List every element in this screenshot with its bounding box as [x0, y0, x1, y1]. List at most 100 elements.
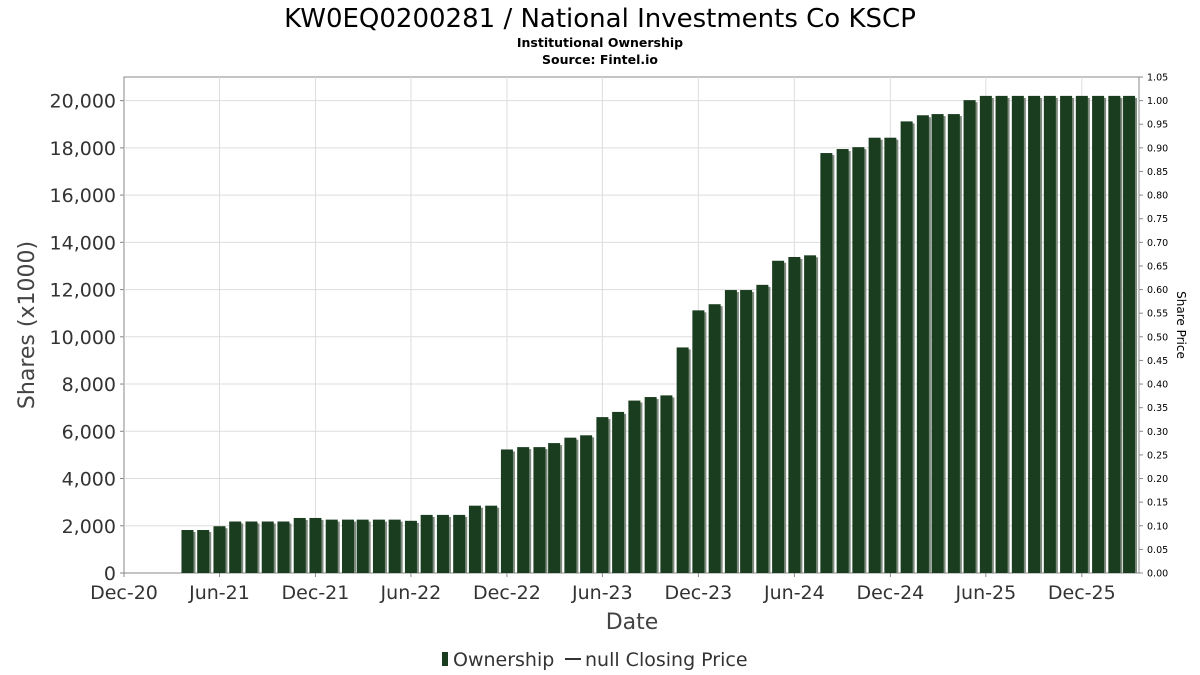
ownership-bar [788, 256, 801, 573]
y-tick-label: 2,000 [62, 516, 116, 538]
ownership-bar [1043, 95, 1056, 574]
ownership-bar [1011, 95, 1024, 574]
ownership-bar [181, 530, 194, 573]
x-tick-label: Jun-24 [763, 582, 825, 604]
y2-tick-label: 0.15 [1147, 498, 1168, 509]
ownership-bar [580, 435, 593, 573]
y2-tick-label: 0.20 [1147, 474, 1168, 485]
ownership-bar [1060, 95, 1073, 574]
y2-tick-label: 0.35 [1147, 403, 1168, 414]
ownership-bar [356, 519, 369, 573]
ownership-bar [197, 530, 210, 573]
ownership-bar [453, 514, 466, 573]
y-tick-label: 16,000 [50, 185, 116, 207]
ownership-bar [724, 290, 737, 573]
y2-axis-label: Share Price [1174, 291, 1188, 359]
ownership-bar [692, 310, 705, 573]
legend-ownership-label: Ownership [453, 649, 554, 671]
y2-tick-label: 0.90 [1147, 143, 1168, 154]
ownership-bar [1123, 95, 1136, 574]
y2-tick-label: 0.60 [1147, 285, 1168, 296]
y-tick-label: 0 [104, 563, 116, 585]
ownership-bar [485, 505, 498, 573]
ownership-bar [772, 260, 785, 573]
y2-tick-label: 1.05 [1147, 73, 1168, 84]
x-tick-label: Jun-22 [380, 582, 442, 604]
y2-tick-label: 0.95 [1147, 120, 1168, 131]
ownership-bar [388, 519, 401, 573]
ownership-bar [660, 395, 673, 573]
ownership-bar [612, 411, 625, 573]
ownership-bar [245, 521, 258, 573]
x-tick-label: Dec-20 [90, 582, 158, 604]
ownership-bar [341, 519, 354, 573]
ownership-bar [963, 100, 976, 573]
x-tick-label: Dec-21 [282, 582, 350, 604]
x-tick-label: Jun-23 [571, 582, 633, 604]
y-tick-label: 18,000 [50, 138, 116, 160]
ownership-bar [884, 137, 897, 573]
y2-tick-label: 0.75 [1147, 214, 1168, 225]
legend-ownership-swatch [442, 652, 448, 666]
ownership-bar [868, 137, 881, 573]
ownership-bar [548, 443, 561, 573]
y2-tick-label: 0.85 [1147, 167, 1168, 178]
ownership-bar [947, 114, 960, 573]
ownership-bar [436, 514, 449, 573]
ownership-bar [420, 514, 433, 573]
ownership-bar [644, 397, 657, 573]
ownership-bar [404, 520, 417, 573]
ownership-bar [931, 114, 944, 573]
ownership-bars [181, 95, 1138, 574]
y-tick-label: 8,000 [62, 374, 116, 396]
ownership-bar [995, 95, 1008, 574]
ownership-bar [820, 153, 833, 573]
ownership-bar [1108, 95, 1121, 574]
y2-tick-label: 1.00 [1147, 96, 1168, 107]
legend-price-label: null Closing Price [585, 649, 748, 671]
y-tick-label: 12,000 [50, 280, 116, 302]
ownership-bar [564, 437, 577, 573]
ownership-bar [468, 505, 481, 573]
ownership-bar [596, 417, 609, 573]
y2-tick-label: 0.80 [1147, 191, 1168, 202]
y2-tick-label: 0.00 [1147, 569, 1168, 580]
ownership-bar [500, 449, 513, 573]
ownership-bar [533, 447, 546, 573]
ownership-bar [372, 519, 385, 573]
y2-tick-label: 0.10 [1147, 521, 1168, 532]
y-tick-label: 4,000 [62, 469, 116, 491]
ownership-bar [1075, 95, 1088, 574]
ownership-bar [213, 526, 226, 573]
y2-tick-label: 0.65 [1147, 261, 1168, 272]
chart-subtitle: Institutional Ownership [517, 35, 683, 50]
x-tick-label: Dec-22 [473, 582, 541, 604]
x-tick-label: Jun-25 [954, 582, 1016, 604]
chart-title: KW0EQ0200281 / National Investments Co K… [284, 4, 916, 34]
y2-tick-label: 0.45 [1147, 356, 1168, 367]
x-tick-label: Dec-25 [1048, 582, 1116, 604]
ownership-bar [277, 521, 290, 573]
ownership-bar [979, 95, 992, 574]
ownership-bar [740, 290, 753, 573]
ownership-bar [804, 255, 817, 574]
x-axis-label: Date [606, 610, 659, 635]
ownership-bar [293, 517, 306, 573]
x-tick-label: Jun-21 [188, 582, 250, 604]
ownership-bar [916, 115, 929, 574]
x-tick-label: Dec-23 [664, 582, 732, 604]
ownership-bar [229, 521, 242, 573]
ownership-bar [261, 521, 274, 573]
ownership-bar [325, 519, 338, 573]
y-axis-right: 0.00 0.05 0.10 0.15 0.20 0.25 0.30 0.35 0.40 0.45… [1139, 73, 1168, 580]
ownership-bar [517, 447, 530, 573]
y2-tick-label: 0.25 [1147, 450, 1168, 461]
y2-tick-label: 0.05 [1147, 545, 1168, 556]
legend: Ownership null Closing Price [442, 649, 748, 671]
ownership-bar [852, 147, 865, 574]
y-axis-left: 0 2,000 4,000 6,000 8,000 10,000 12,000 14,000 1… [50, 91, 124, 585]
y-tick-label: 20,000 [50, 91, 116, 113]
ownership-bar [900, 121, 913, 573]
ownership-bar [708, 304, 721, 573]
